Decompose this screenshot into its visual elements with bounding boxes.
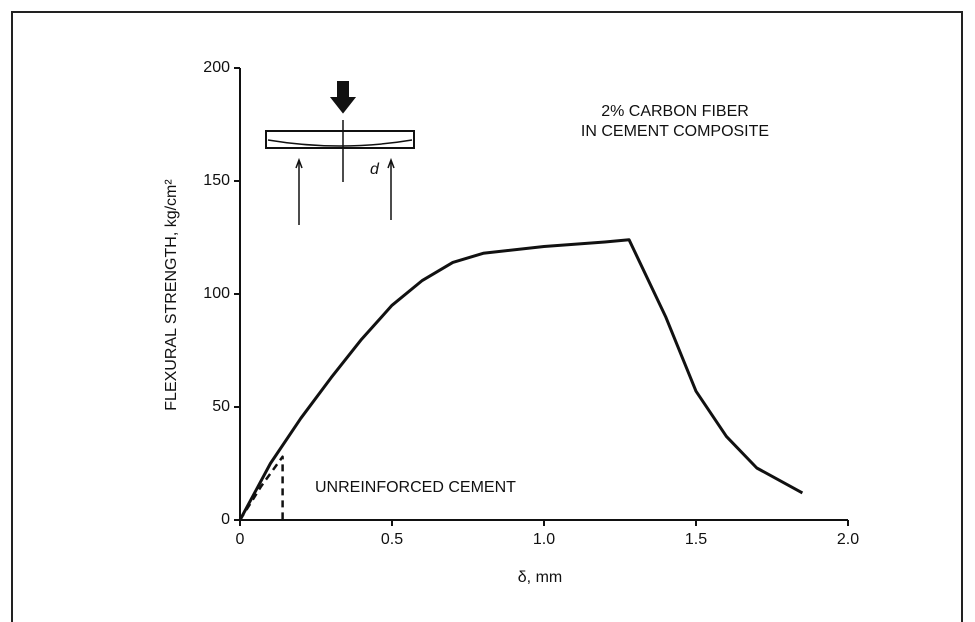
- y-axis-label: FLEXURAL STRENGTH, kg/cm²: [163, 179, 180, 411]
- y-tick-label: 200: [203, 59, 230, 76]
- beam-deflection: [267, 139, 413, 147]
- inset-label: d: [370, 161, 380, 178]
- y-tick-label: 100: [203, 285, 230, 302]
- annotation: UNREINFORCED CEMENT: [315, 479, 516, 496]
- data-line: [238, 238, 804, 521]
- y-tick-label: 0: [221, 511, 230, 528]
- support-arrowhead: [387, 157, 395, 169]
- x-tick-label: 2.0: [837, 531, 859, 548]
- x-tick-label: 0: [236, 531, 245, 548]
- frame: [11, 11, 963, 622]
- support-arrowhead: [295, 157, 303, 169]
- beam-inset: [265, 81, 415, 225]
- y-tick-label: 50: [212, 398, 230, 415]
- y-tick-label: 150: [203, 172, 230, 189]
- annotation: 2% CARBON FIBER: [601, 103, 749, 120]
- x-tick-label: 1.5: [685, 531, 707, 548]
- beam: [265, 130, 415, 149]
- annotation: IN CEMENT COMPOSITE: [581, 123, 769, 140]
- x-tick-label: 1.0: [533, 531, 555, 548]
- x-tick-label: 0.5: [381, 531, 403, 548]
- x-axis-label: δ, mm: [518, 569, 562, 586]
- load-arrow: [329, 81, 357, 114]
